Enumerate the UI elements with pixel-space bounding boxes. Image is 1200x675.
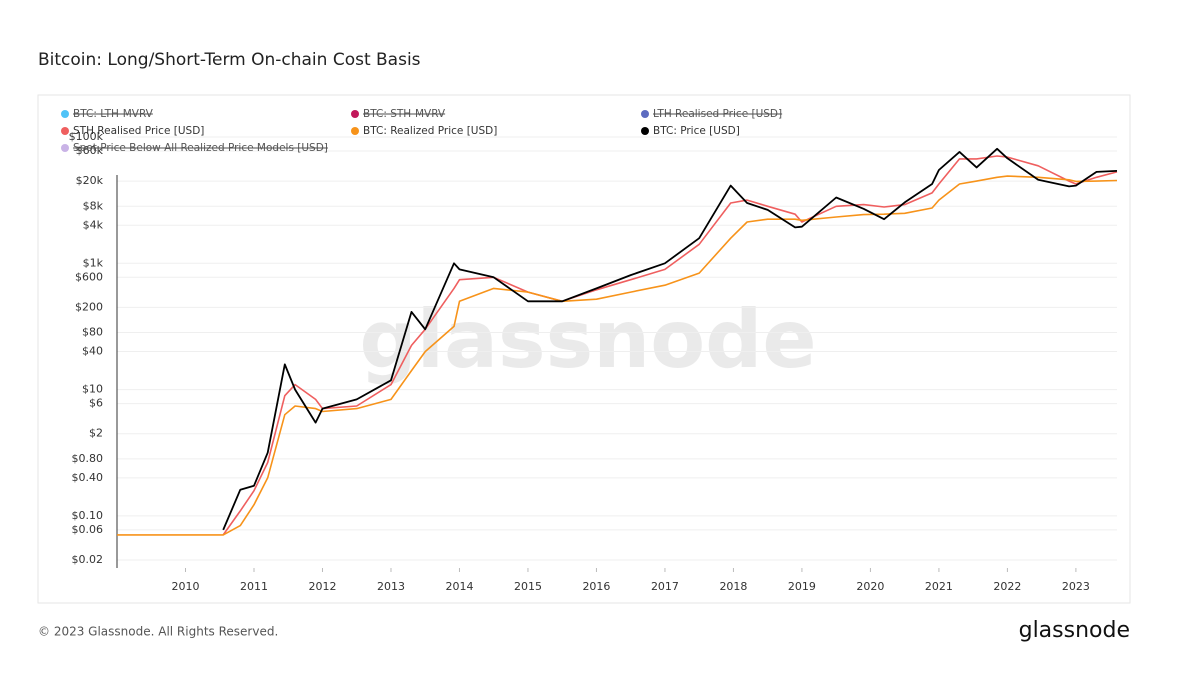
legend-label: STH Realised Price [USD] [73, 125, 204, 137]
x-tick-label: 2013 [377, 580, 405, 593]
legend-label: BTC: STH-MVRV [363, 108, 446, 120]
legend-marker [61, 110, 69, 118]
y-tick-label: $0.06 [72, 523, 104, 536]
legend-label: BTC: Realized Price [USD] [363, 125, 497, 137]
x-tick-label: 2011 [240, 580, 268, 593]
y-tick-label: $40 [82, 345, 103, 358]
x-tick-label: 2019 [788, 580, 816, 593]
watermark: glassnode [359, 293, 816, 386]
x-tick-label: 2016 [582, 580, 610, 593]
series-line [222, 147, 1118, 531]
y-tick-label: $4k [83, 218, 104, 231]
y-tick-label: $0.10 [72, 509, 104, 522]
y-tick-label: $600 [75, 270, 103, 283]
series-line [117, 175, 1118, 536]
series-line [222, 155, 1118, 536]
y-tick-label: $20k [76, 174, 104, 187]
x-tick-label: 2022 [993, 580, 1021, 593]
x-tick-label: 2021 [925, 580, 953, 593]
y-tick-label: $80 [82, 326, 103, 339]
legend-marker [61, 144, 69, 152]
x-tick-label: 2014 [445, 580, 473, 593]
x-tick-label: 2017 [651, 580, 679, 593]
x-tick-label: 2018 [719, 580, 747, 593]
legend-marker [61, 127, 69, 135]
y-tick-label: $200 [75, 300, 103, 313]
x-tick-label: 2010 [171, 580, 199, 593]
x-tick-label: 2020 [856, 580, 884, 593]
logo: glassnode [1019, 618, 1130, 643]
legend-marker [641, 127, 649, 135]
y-tick-label: $1k [83, 256, 104, 269]
footer: © 2023 Glassnode. All Rights Reserved. [38, 625, 278, 639]
legend-label: BTC: LTH-MVRV [73, 108, 154, 120]
y-tick-label: $2 [89, 427, 103, 440]
y-tick-label: $0.80 [72, 452, 104, 465]
y-tick-label: $6 [89, 397, 103, 410]
legend-label: Spot Price Below All Realized Price Mode… [73, 142, 328, 154]
y-tick-label: $10 [82, 383, 103, 396]
x-tick-label: 2023 [1062, 580, 1090, 593]
legend-marker [351, 127, 359, 135]
legend-marker [351, 110, 359, 118]
chart-title: Bitcoin: Long/Short-Term On-chain Cost B… [38, 50, 421, 70]
x-tick-label: 2012 [308, 580, 336, 593]
x-tick-label: 2015 [514, 580, 542, 593]
legend-label: BTC: Price [USD] [653, 125, 740, 137]
y-tick-label: $0.02 [72, 553, 104, 566]
y-tick-label: $8k [83, 199, 104, 212]
y-tick-label: $100k [69, 130, 104, 143]
legend-marker [641, 110, 649, 118]
chart-frame [37, 94, 1131, 604]
y-tick-label: $0.40 [72, 471, 104, 484]
y-tick-label: $60k [76, 144, 104, 157]
legend-label: LTH Realised Price [USD] [653, 108, 782, 120]
